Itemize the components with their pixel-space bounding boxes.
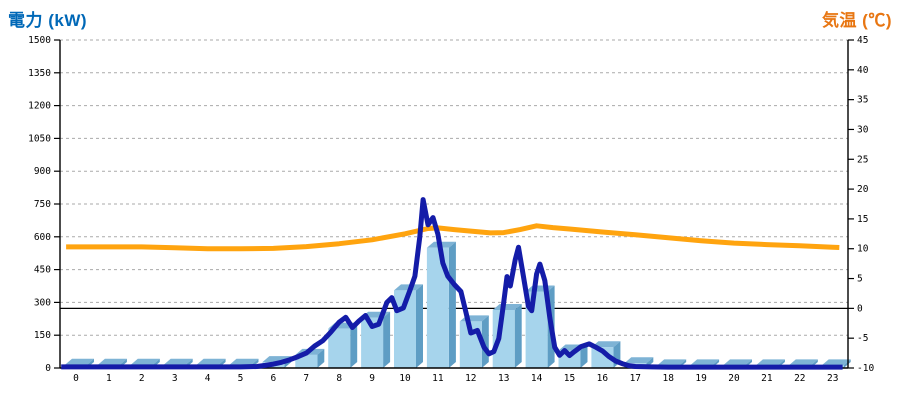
x-axis-tick-label: 22 xyxy=(794,373,805,384)
x-axis-tick-label: 4 xyxy=(205,373,211,384)
power-bar-face xyxy=(788,359,818,366)
x-axis-tick-label: 12 xyxy=(465,373,476,384)
left-axis-tick-label: 1200 xyxy=(28,101,51,112)
left-axis-tick-label: 600 xyxy=(34,232,51,243)
right-axis-tick-label: 30 xyxy=(857,124,869,135)
x-axis-tick-label: 8 xyxy=(336,373,342,384)
left-axis-title: 電力 (kW) xyxy=(8,11,88,30)
power-bar-face xyxy=(317,348,325,368)
power-bar-face xyxy=(383,311,391,368)
left-axis-tick-label: 900 xyxy=(34,166,51,177)
power-bar-face xyxy=(514,304,522,368)
power-bar-face xyxy=(558,350,581,368)
x-axis-tick-label: 5 xyxy=(238,373,244,384)
power-bar-face xyxy=(492,304,522,311)
power-bar-face xyxy=(448,241,456,368)
power-bar-face xyxy=(163,358,193,365)
left-axis-tick-label: 1500 xyxy=(28,35,51,46)
x-axis-tick-label: 11 xyxy=(432,373,444,384)
power-bar-face xyxy=(755,359,785,366)
power-bar-face xyxy=(416,284,423,368)
left-axis-tick-label: 150 xyxy=(34,330,51,341)
power-bar-face xyxy=(229,358,259,365)
right-axis-tick-label: 35 xyxy=(857,95,868,106)
left-axis-tick-label: 750 xyxy=(34,199,51,210)
x-axis-tick-label: 13 xyxy=(498,373,509,384)
power-bar-face xyxy=(65,358,94,365)
power-line xyxy=(61,197,843,370)
right-axis-tick-label: -10 xyxy=(857,363,874,374)
left-axis-tick-label: 1350 xyxy=(28,68,51,79)
x-axis-tick-label: 0 xyxy=(73,373,79,384)
power-bar xyxy=(328,322,358,368)
x-axis-tick-label: 3 xyxy=(172,373,178,384)
x-axis-tick-label: 23 xyxy=(827,373,838,384)
right-axis-tick-label: 10 xyxy=(857,244,869,255)
power-bar-face xyxy=(690,359,720,366)
power-bar xyxy=(426,241,456,368)
power-bar-face xyxy=(591,341,621,348)
power-bar-face xyxy=(580,344,588,368)
left-axis-tick-label: 300 xyxy=(34,297,51,308)
right-axis-tick-label: 45 xyxy=(857,35,868,46)
right-axis-tick-label: 20 xyxy=(857,184,869,195)
right-axis-tick-label: 40 xyxy=(857,65,869,76)
x-axis-tick-label: 18 xyxy=(662,373,674,384)
power-bar-face xyxy=(350,322,358,368)
x-axis-tick-label: 7 xyxy=(303,373,309,384)
power-bar-face xyxy=(196,358,226,365)
x-axis-tick-label: 19 xyxy=(695,373,707,384)
power-bar-face xyxy=(426,247,449,368)
right-axis-tick-label: -5 xyxy=(857,333,868,344)
left-axis-tick-label: 450 xyxy=(34,265,51,276)
power-bar-face xyxy=(130,358,160,365)
power-bar-face xyxy=(723,359,752,366)
power-bar-face xyxy=(328,328,351,368)
x-axis-tick-label: 16 xyxy=(597,373,609,384)
x-axis-tick-label: 9 xyxy=(369,373,375,384)
temperature-line xyxy=(66,223,840,252)
power-bar-face xyxy=(361,317,384,368)
x-axis-tick-label: 10 xyxy=(399,373,411,384)
power-bar-face xyxy=(624,357,654,364)
left-axis-tick-label: 0 xyxy=(45,363,51,374)
x-axis-tick-label: 14 xyxy=(531,373,543,384)
right-axis-title: 気温 (℃) xyxy=(821,11,892,30)
x-axis-tick-label: 17 xyxy=(630,373,641,384)
x-axis-tick-label: 15 xyxy=(564,373,575,384)
x-axis-tick-label: 6 xyxy=(271,373,277,384)
right-axis-tick-label: 15 xyxy=(857,214,868,225)
x-axis-tick-label: 21 xyxy=(761,373,773,384)
x-axis-tick-label: 2 xyxy=(139,373,145,384)
x-axis-tick-label: 20 xyxy=(728,373,740,384)
right-axis-tick-label: 0 xyxy=(857,303,863,314)
power-bar-face xyxy=(97,358,127,365)
power-bar-face xyxy=(843,359,851,368)
power-bar-face xyxy=(821,359,851,366)
power-bar-face xyxy=(657,359,687,366)
x-axis-tick-label: 1 xyxy=(106,373,112,384)
left-axis-tick-label: 1050 xyxy=(28,133,51,144)
right-axis-tick-label: 25 xyxy=(857,154,868,165)
right-axis-tick-label: 5 xyxy=(857,274,863,285)
